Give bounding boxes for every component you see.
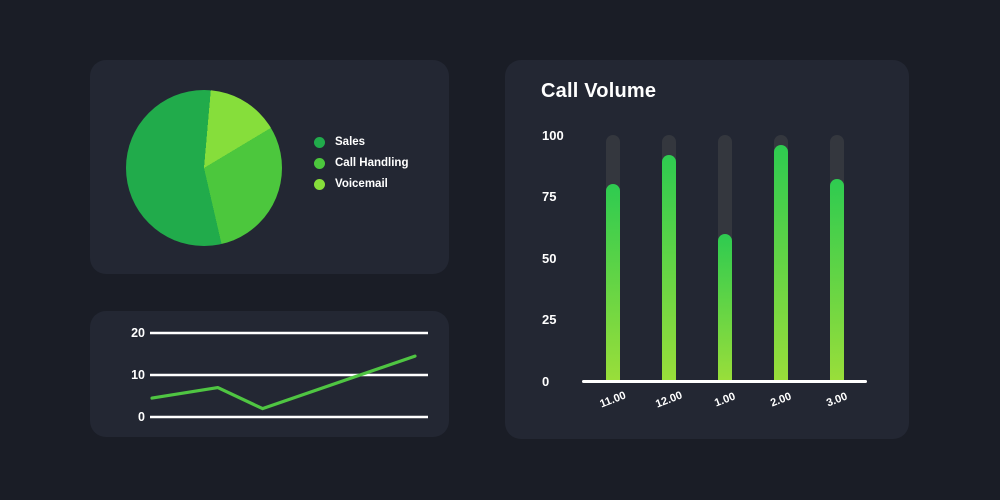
bar-1-00 (718, 135, 732, 382)
legend-dot-voicemail (314, 178, 325, 190)
legend-dot-call-handling (314, 157, 325, 169)
legend-label-voicemail: Voicemail (335, 178, 388, 190)
bar-chart-card: Call Volume 100 75 50 25 0 11.00 12.00 1… (505, 60, 909, 439)
pie-legend: Sales Call Handling Voicemail (314, 136, 408, 190)
bar-ytick-50: 50 (542, 251, 557, 266)
legend-label-call-handling: Call Handling (335, 157, 409, 169)
x-axis-line (582, 380, 867, 383)
line-chart (150, 331, 428, 419)
line-ytick-0: 0 (138, 410, 145, 424)
legend-label-sales: Sales (335, 136, 366, 148)
bar-12-00 (662, 135, 676, 382)
bar-ytick-75: 75 (542, 189, 557, 204)
line-ytick-20: 20 (131, 326, 145, 340)
bar-fill (830, 179, 844, 382)
bar-ytick-25: 25 (542, 312, 557, 327)
bar-chart-title: Call Volume (541, 80, 657, 102)
legend-item-call-handling[interactable]: Call Handling (314, 157, 408, 169)
line-ytick-10: 10 (131, 368, 145, 382)
legend-item-voicemail[interactable]: Voicemail (314, 178, 408, 190)
bar-fill (718, 233, 732, 382)
pie-chart-card: Sales Call Handling Voicemail (90, 60, 449, 274)
bar-ytick-0: 0 (542, 374, 550, 389)
bar-xtick-12-00: 12.00 (653, 389, 685, 411)
line-chart-card: 20 10 0 (90, 311, 449, 437)
legend-dot-sales (314, 136, 325, 148)
legend-item-sales[interactable]: Sales (314, 136, 408, 148)
bar-xtick-11-00: 11.00 (598, 389, 628, 411)
trend-line-path (150, 354, 417, 411)
bar-ytick-100: 100 (542, 128, 564, 143)
bar-xtick-1-00: 1.00 (712, 390, 738, 410)
bar-fill (774, 144, 788, 382)
bar-xtick-3-00: 3.00 (824, 390, 850, 410)
bar-11-00 (606, 135, 620, 382)
bar-2-00 (774, 135, 788, 382)
pie-chart (126, 90, 282, 246)
bar-xtick-2-00: 2.00 (768, 390, 794, 410)
bar-fill (606, 184, 620, 382)
bar-3-00 (830, 135, 844, 382)
bar-fill (662, 154, 676, 382)
